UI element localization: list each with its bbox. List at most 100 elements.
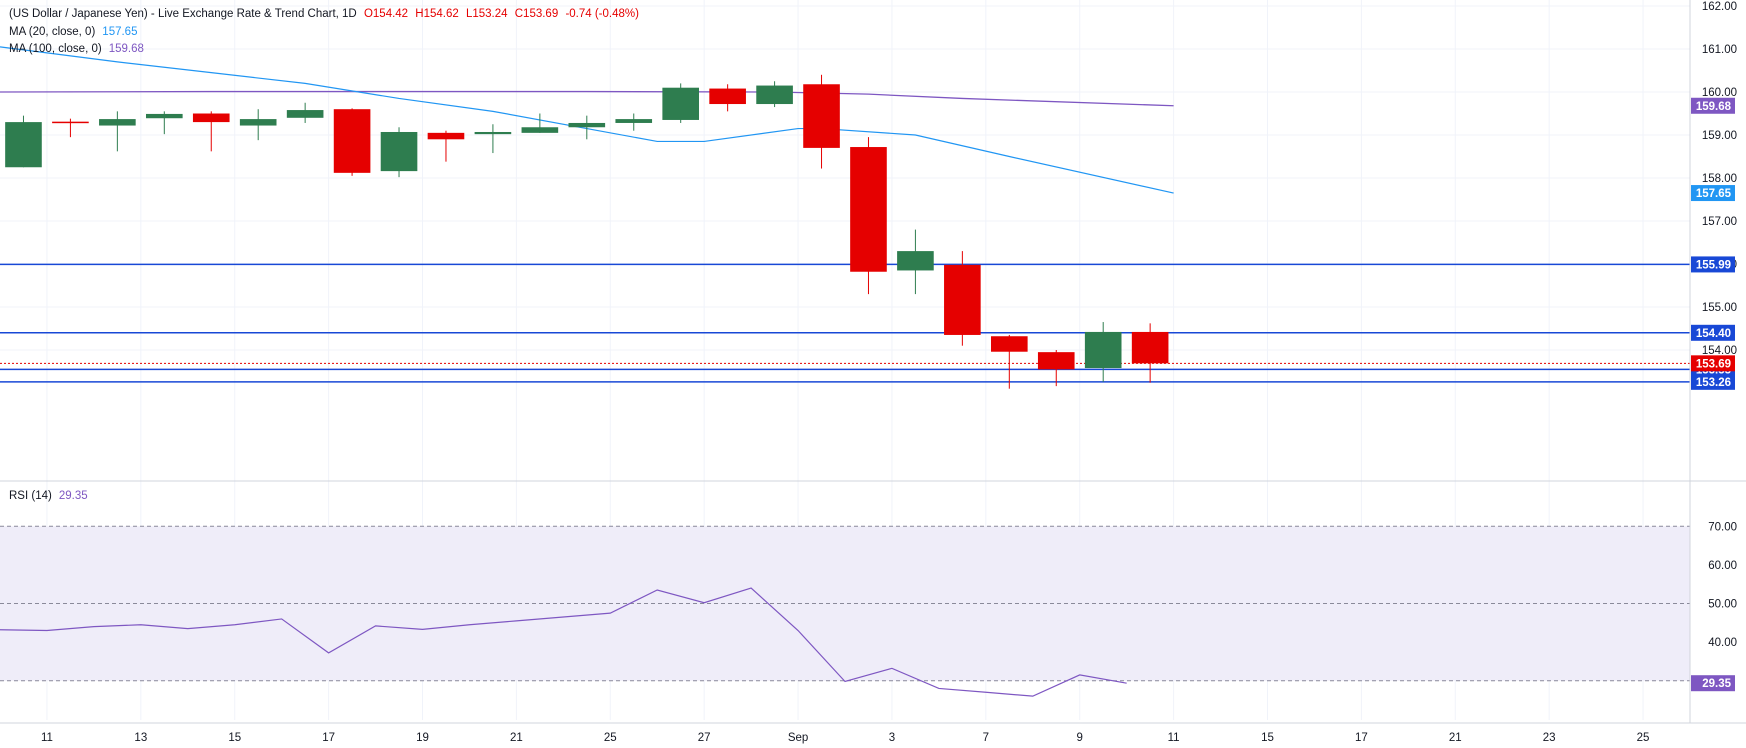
high-value: H154.62: [415, 8, 459, 20]
rsi-tick-label: 40.00: [1708, 637, 1737, 649]
ma20-value: 157.65: [102, 26, 138, 38]
candle[interactable]: [380, 127, 418, 178]
price-tick-label: 158.00: [1702, 173, 1737, 185]
candle-body: [662, 87, 700, 120]
time-tick-label: 23: [1543, 732, 1556, 744]
candle[interactable]: [568, 115, 606, 140]
candle-body: [990, 336, 1028, 352]
level-badge-text: 153.26: [1696, 377, 1731, 389]
rsi-badge-text: 29.35: [1702, 678, 1731, 690]
candle-body: [52, 121, 89, 124]
time-tick-label: 13: [134, 732, 147, 744]
candle-body: [145, 113, 183, 119]
level-badge-bg: [1691, 324, 1735, 341]
time-tick-label: 9: [1077, 732, 1083, 744]
ma20-line: [0, 46, 1174, 194]
ma100-badge-bg: [1691, 97, 1735, 114]
level-badge-text: 155.99: [1696, 259, 1731, 271]
candle[interactable]: [1037, 350, 1075, 387]
candle-body: [615, 119, 653, 123]
candle[interactable]: [474, 124, 512, 154]
candle[interactable]: [662, 83, 700, 123]
rsi-value: 29.35: [58, 490, 88, 502]
candle[interactable]: [52, 118, 89, 138]
time-tick-label: 7: [983, 732, 989, 744]
candle-body: [521, 127, 559, 133]
candle[interactable]: [427, 130, 465, 162]
candle[interactable]: [99, 111, 136, 152]
candle-body: [333, 109, 371, 173]
rsi-badge-bg: [1691, 675, 1735, 692]
time-tick-label: 17: [1355, 732, 1368, 744]
time-tick-label: 15: [1261, 732, 1274, 744]
level-badge: 154.40: [1691, 324, 1735, 341]
current-price-badge: 153.69: [1691, 355, 1735, 372]
horizontal-levels[interactable]: [0, 263, 1690, 383]
candle[interactable]: [145, 111, 183, 135]
ma100-badge-text: 159.68: [1696, 101, 1732, 113]
close-value: C153.69: [514, 8, 559, 20]
candle[interactable]: [615, 113, 653, 131]
candle[interactable]: [1131, 323, 1169, 383]
ma100-badge: 159.68: [1691, 97, 1735, 114]
candle[interactable]: [5, 115, 42, 168]
candle[interactable]: [521, 113, 559, 133]
candle-body: [897, 251, 934, 271]
ma100-label: MA (100, close, 0): [9, 43, 102, 55]
level-badge: 153.26: [1691, 373, 1735, 390]
candle[interactable]: [1084, 322, 1122, 382]
rsi-label: RSI (14): [9, 490, 52, 502]
candle-body: [427, 132, 465, 140]
candle-body: [380, 131, 418, 172]
time-tick-label: 11: [41, 732, 53, 744]
candles[interactable]: [5, 74, 1169, 389]
candle-body: [709, 88, 746, 105]
rsi-legend[interactable]: RSI (14) 29.35: [9, 490, 92, 502]
candle-body: [944, 264, 981, 335]
candle-body: [99, 119, 136, 126]
rsi-line: [0, 587, 1127, 697]
time-tick-label: 19: [416, 732, 429, 744]
open-value: O154.42: [363, 8, 409, 20]
ma100-legend[interactable]: MA (100, close, 0) 159.68: [9, 43, 148, 55]
price-tick-label: 157.00: [1702, 216, 1737, 228]
level-badge-bg: [1691, 256, 1735, 273]
ma20-label: MA (20, close, 0): [9, 26, 96, 38]
change-value: -0.74 (-0.48%): [565, 8, 639, 20]
rsi-tick-label: 70.00: [1708, 521, 1737, 533]
time-tick-label: 21: [1449, 732, 1462, 744]
price-tick-label: 161.00: [1702, 44, 1737, 56]
candle[interactable]: [286, 102, 324, 123]
chart-header: (US Dollar / Japanese Yen) - Live Exchan…: [9, 8, 643, 20]
candle[interactable]: [803, 74, 840, 169]
candle[interactable]: [944, 251, 981, 346]
candle[interactable]: [192, 111, 230, 152]
price-tick-label: 160.00: [1702, 87, 1737, 99]
candle[interactable]: [850, 137, 887, 295]
candle[interactable]: [897, 229, 934, 295]
ma20-badge-text: 157.65: [1696, 188, 1732, 200]
ma20-badge-bg: [1691, 185, 1735, 202]
candle-body: [1131, 331, 1169, 364]
candle[interactable]: [709, 84, 746, 112]
candle-body: [850, 147, 887, 272]
time-tick-label: 25: [1637, 732, 1650, 744]
time-tick-label: 15: [228, 732, 241, 744]
ma100-line: [0, 90, 1174, 107]
candle[interactable]: [333, 108, 371, 176]
time-tick-label: 27: [698, 732, 711, 744]
candle-body: [5, 122, 42, 168]
time-tick-label: 21: [510, 732, 523, 744]
symbol-title: (US Dollar / Japanese Yen) - Live Exchan…: [9, 8, 357, 20]
candle[interactable]: [990, 334, 1028, 389]
time-tick-label: Sep: [788, 732, 808, 744]
low-value: L153.24: [465, 8, 508, 20]
candle[interactable]: [239, 109, 277, 141]
ma20-badge: 157.65: [1691, 185, 1735, 202]
ma20-legend[interactable]: MA (20, close, 0) 157.65: [9, 26, 141, 38]
candle[interactable]: [756, 81, 793, 108]
rsi-pane: [0, 525, 1690, 697]
price-badges: 159.68157.65155.99154.40153.55153.26153.…: [1691, 97, 1735, 692]
